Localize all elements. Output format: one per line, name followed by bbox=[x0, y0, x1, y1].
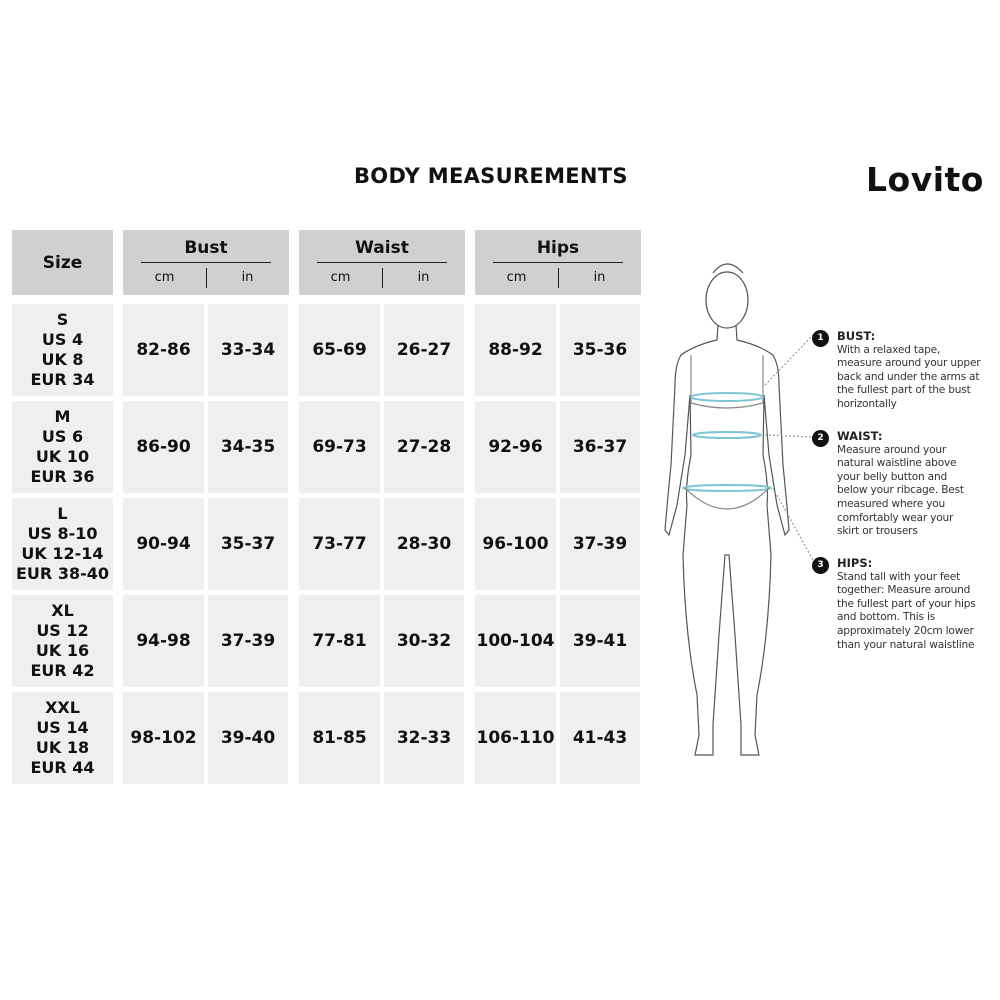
divider bbox=[558, 268, 559, 288]
measurement-cell: 27-28 bbox=[384, 401, 464, 493]
size-label: US 4 bbox=[41, 330, 84, 349]
measurement-cell: 41-43 bbox=[560, 692, 640, 784]
measurement-cell: 86-90 bbox=[123, 401, 204, 493]
size-label: EUR 42 bbox=[30, 661, 95, 680]
size-cell: L US 8-10 UK 12-14 EUR 38-40 bbox=[12, 498, 113, 590]
measurement-cell: 36-37 bbox=[560, 401, 640, 493]
measurement-cell: 90-94 bbox=[123, 498, 204, 590]
size-label: XL bbox=[51, 601, 74, 620]
size-label: EUR 34 bbox=[30, 370, 95, 389]
unit-cm: cm bbox=[506, 270, 527, 285]
unit-cm: cm bbox=[154, 270, 175, 285]
unit-in: in bbox=[417, 270, 430, 285]
guide-bust: 1 BUST: With a relaxed tape, measure aro… bbox=[812, 329, 982, 412]
measurement-cell: 28-30 bbox=[384, 498, 464, 590]
measurement-cell: 69-73 bbox=[299, 401, 380, 493]
guide-waist: 2 WAIST: Measure around your natural wai… bbox=[812, 429, 977, 539]
divider bbox=[141, 262, 271, 263]
measurement-cell: 100-104 bbox=[475, 595, 556, 687]
guide-text: With a relaxed tape, measure around your… bbox=[837, 343, 981, 410]
unit-cm: cm bbox=[330, 270, 351, 285]
measurement-cell: 88-92 bbox=[475, 304, 556, 396]
size-label: US 8-10 bbox=[27, 524, 98, 543]
divider bbox=[493, 262, 623, 263]
measurement-cell: 65-69 bbox=[299, 304, 380, 396]
guide-label: WAIST: bbox=[837, 429, 883, 443]
guide-label: HIPS: bbox=[837, 556, 873, 570]
step-number-badge: 2 bbox=[812, 430, 829, 447]
measurement-cell: 37-39 bbox=[208, 595, 288, 687]
body-figure-illustration bbox=[664, 263, 814, 756]
size-label: L bbox=[57, 504, 68, 523]
size-label: S bbox=[56, 310, 69, 329]
header-group-hips: Hips cm in bbox=[475, 230, 641, 295]
measurement-cell: 35-36 bbox=[560, 304, 640, 396]
size-label: EUR 44 bbox=[30, 758, 95, 777]
size-label: US 6 bbox=[41, 427, 84, 446]
measurement-cell: 34-35 bbox=[208, 401, 288, 493]
measurement-cell: 106-110 bbox=[475, 692, 556, 784]
measurement-cell: 33-34 bbox=[208, 304, 288, 396]
measurement-cell: 39-41 bbox=[560, 595, 640, 687]
size-label: EUR 36 bbox=[30, 467, 95, 486]
size-label: UK 10 bbox=[35, 447, 90, 466]
brand-logo: Lovito bbox=[866, 160, 984, 199]
guide-label: BUST: bbox=[837, 329, 876, 343]
size-cell: XL US 12 UK 16 EUR 42 bbox=[12, 595, 113, 687]
size-cell: XXL US 14 UK 18 EUR 44 bbox=[12, 692, 113, 784]
group-label: Waist bbox=[355, 238, 409, 258]
group-label: Bust bbox=[184, 238, 228, 258]
size-label: UK 8 bbox=[41, 350, 84, 369]
measurement-cell: 98-102 bbox=[123, 692, 204, 784]
divider bbox=[382, 268, 383, 288]
size-cell: S US 4 UK 8 EUR 34 bbox=[12, 304, 113, 396]
measurement-cell: 92-96 bbox=[475, 401, 556, 493]
size-label: US 12 bbox=[36, 621, 89, 640]
guide-text: Stand tall with your feet together: Meas… bbox=[837, 570, 976, 651]
unit-in: in bbox=[593, 270, 606, 285]
group-label: Hips bbox=[536, 238, 580, 258]
unit-in: in bbox=[241, 270, 254, 285]
size-label: EUR 38-40 bbox=[16, 564, 109, 583]
measurement-cell: 32-33 bbox=[384, 692, 464, 784]
header-group-bust: Bust cm in bbox=[123, 230, 289, 295]
guide-text: Measure around your natural waistline ab… bbox=[837, 443, 964, 538]
measurement-cell: 37-39 bbox=[560, 498, 640, 590]
measurement-cell: 77-81 bbox=[299, 595, 380, 687]
measurement-cell: 81-85 bbox=[299, 692, 380, 784]
page-title: BODY MEASUREMENTS bbox=[354, 164, 628, 188]
size-label: US 14 bbox=[36, 718, 89, 737]
measurement-cell: 73-77 bbox=[299, 498, 380, 590]
measurement-cell: 96-100 bbox=[475, 498, 556, 590]
divider bbox=[206, 268, 207, 288]
size-label: UK 16 bbox=[35, 641, 90, 660]
guide-hips: 3 HIPS: Stand tall with your feet togeth… bbox=[812, 556, 982, 652]
header-size: Size bbox=[12, 230, 113, 295]
size-cell: M US 6 UK 10 EUR 36 bbox=[12, 401, 113, 493]
measurement-cell: 82-86 bbox=[123, 304, 204, 396]
size-label: UK 18 bbox=[35, 738, 90, 757]
measurement-cell: 39-40 bbox=[208, 692, 288, 784]
measurement-cell: 94-98 bbox=[123, 595, 204, 687]
size-label: M bbox=[54, 407, 71, 426]
measurement-cell: 35-37 bbox=[208, 498, 288, 590]
divider bbox=[317, 262, 447, 263]
header-group-waist: Waist cm in bbox=[299, 230, 465, 295]
measurement-cell: 26-27 bbox=[384, 304, 464, 396]
measurement-cell: 30-32 bbox=[384, 595, 464, 687]
size-label: UK 12-14 bbox=[21, 544, 104, 563]
size-label: XXL bbox=[45, 698, 80, 717]
step-number-badge: 1 bbox=[812, 330, 829, 347]
step-number-badge: 3 bbox=[812, 557, 829, 574]
